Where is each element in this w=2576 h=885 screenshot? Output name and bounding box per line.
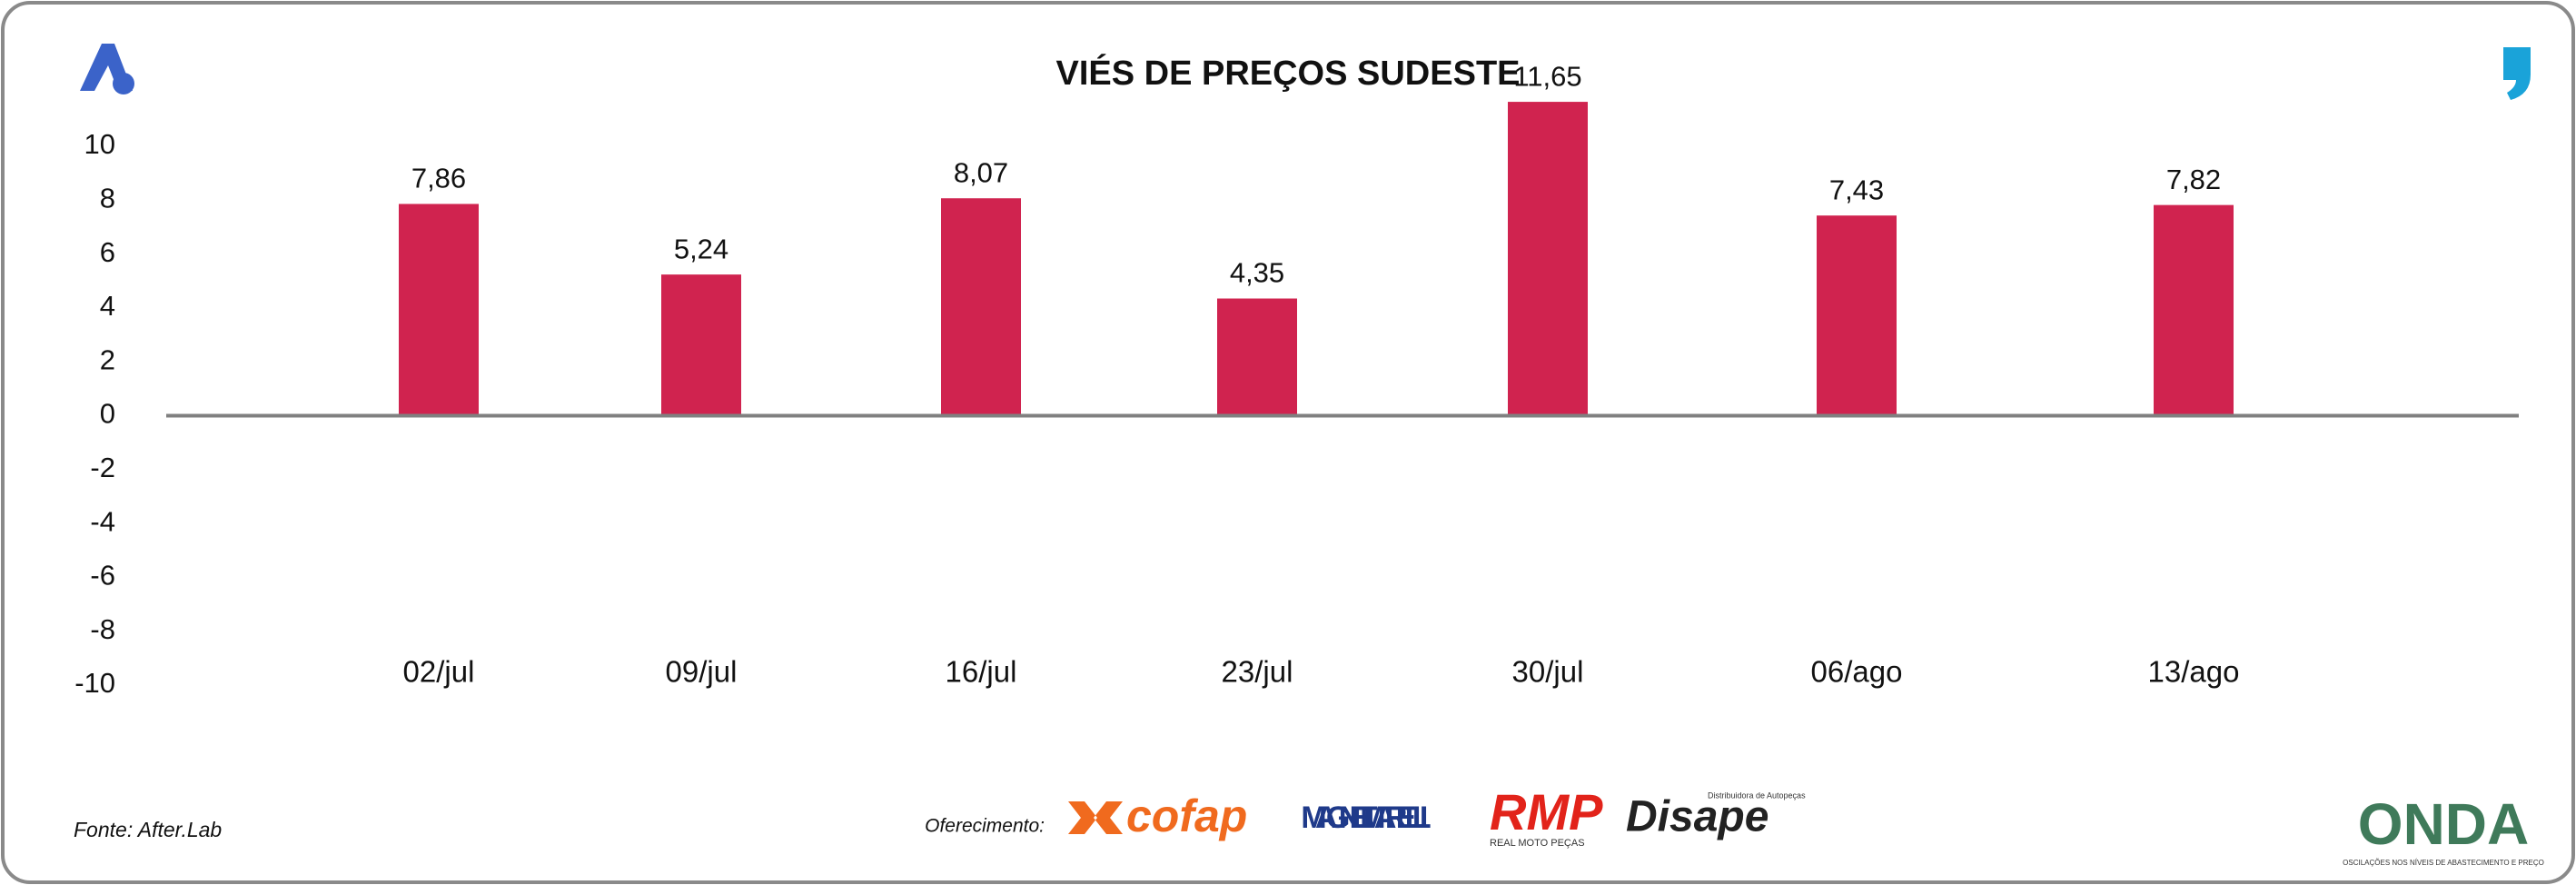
- x-tick-label: 23/jul: [1222, 655, 1293, 689]
- x-tick-label: 16/jul: [946, 655, 1017, 689]
- y-tick-label: 6: [100, 236, 115, 268]
- y-tick-label: 4: [100, 290, 115, 322]
- logo-a: [80, 44, 134, 94]
- y-tick-label: -10: [74, 667, 115, 699]
- sponsor-logo: MAGNETI MARELLI: [1301, 800, 1431, 835]
- y-tick-label: -8: [90, 613, 115, 645]
- value-label: 7,43: [1829, 174, 1884, 205]
- value-label: 5,24: [674, 233, 728, 264]
- sponsor-tagline: REAL MOTO PEÇAS: [1490, 838, 1585, 849]
- y-tick-label: 8: [100, 182, 115, 214]
- brand-tagline: OSCILAÇÕES NOS NÍVEIS DE ABASTECIMENTO E…: [2343, 859, 2544, 867]
- bar: [661, 274, 741, 416]
- y-tick-label: 2: [100, 343, 115, 375]
- sponsor-logo: Disape: [1626, 793, 1769, 841]
- bar: [399, 204, 479, 416]
- sponsor-logo: RMP: [1490, 783, 1603, 840]
- value-label: 7,86: [411, 163, 466, 194]
- y-tick-label: -6: [90, 560, 115, 592]
- bar: [1217, 298, 1297, 416]
- value-label: 8,07: [954, 156, 1008, 188]
- value-label: 11,65: [1513, 60, 1581, 92]
- x-tick-label: 02/jul: [403, 655, 475, 689]
- bar: [941, 198, 1021, 416]
- bar: [1508, 102, 1588, 416]
- sponsor-label: Oferecimento:: [925, 816, 1045, 837]
- bar: [2154, 204, 2234, 416]
- chart-title: VIÉS DE PREÇOS SUDESTE: [1055, 53, 1520, 93]
- value-label: 4,35: [1230, 257, 1284, 289]
- sponsor-logo: cofap: [1126, 791, 1247, 841]
- logo-comma: [2503, 47, 2531, 100]
- x-tick-label: 13/ago: [2148, 655, 2240, 689]
- x-tick-label: 30/jul: [1512, 655, 1584, 689]
- value-label: 7,82: [2166, 164, 2221, 195]
- bar: [1817, 215, 1897, 416]
- y-tick-label: 0: [100, 398, 115, 430]
- source: Fonte: After.Lab: [74, 818, 222, 841]
- y-tick-label: -2: [90, 452, 115, 483]
- x-tick-label: 09/jul: [666, 655, 738, 689]
- y-tick-label: 10: [84, 128, 115, 160]
- x-tick-label: 06/ago: [1811, 655, 1903, 689]
- sponsor-tagline: Distribuidora de Autopeças: [1708, 791, 1806, 800]
- y-tick-label: -4: [90, 505, 115, 537]
- cofap-mark: [1068, 801, 1123, 834]
- brand-logo: ONDA: [2358, 791, 2529, 857]
